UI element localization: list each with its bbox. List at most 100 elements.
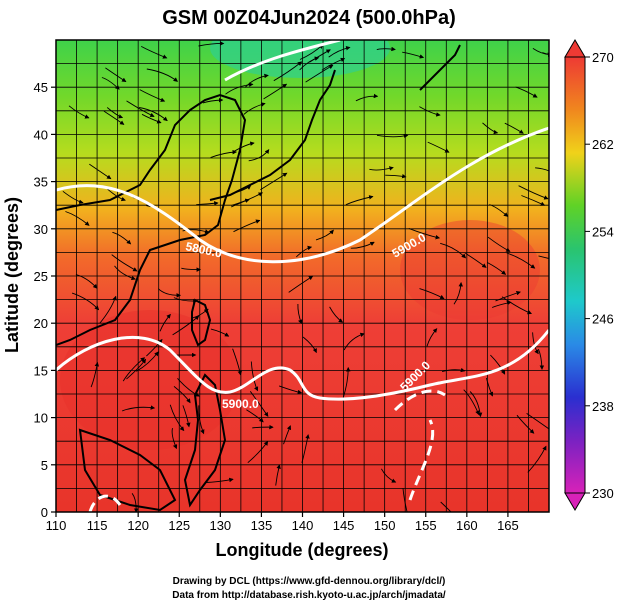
contour-label-5900-south: 5900.0 [222,397,259,411]
streamline [309,49,331,63]
streamline [181,267,202,272]
streamline [465,252,487,268]
streamline [210,149,238,159]
colorbar-top-arrow [564,39,586,58]
streamline [192,308,209,319]
y-tick-label: 40 [34,127,48,142]
map-plot-area: 5800.0 5900.0 5900.0 5900.0 [56,40,549,512]
streamline [515,86,538,98]
streamline [68,105,90,119]
streamline [101,77,120,90]
streamline [182,405,191,428]
streamline [177,378,200,397]
streamline [495,291,521,302]
streamline [427,141,450,153]
streamline [518,185,549,200]
streamline [198,41,225,47]
streamline [297,303,303,325]
streamline [225,82,254,95]
streamline [202,97,224,104]
x-tick-label: 165 [497,518,519,533]
streamline [169,404,185,432]
streamline [173,386,191,404]
streamline [89,163,112,180]
y-tick-label: 5 [41,458,48,473]
x-axis: 110 115 120 125 130 135 140 145 150 155 160 165 [46,512,519,533]
streamline [482,122,499,135]
credit-data: Data from http://database.rish.kyoto-u.a… [172,590,446,601]
x-axis-title: Longitude (degrees) [215,540,388,560]
streamline [173,297,198,304]
coastlines [56,44,461,512]
streamline [106,107,124,119]
streamline [516,414,535,434]
streamline [231,185,252,195]
streamline [171,427,178,450]
height-contours [56,40,549,512]
y-tick-label: 10 [34,411,48,426]
x-tick-label: 135 [251,518,273,533]
streamline [526,413,549,430]
y-tick-label: 25 [34,269,48,284]
streamline [233,219,261,233]
x-tick-label: 150 [374,518,396,533]
streamline [243,102,266,115]
y-tick-label: 15 [34,363,48,378]
streamline [329,306,344,323]
colorbar-tick-label: 238 [592,399,614,414]
colorbar-tick-label: 230 [592,486,614,501]
streamline [350,241,375,249]
colorbar-body [564,56,586,494]
streamline [295,245,313,258]
streamline [402,488,410,512]
streamline [198,405,205,435]
x-tick-label: 140 [292,518,314,533]
streamline [537,348,545,370]
streamline [288,275,314,293]
streamline [231,192,263,206]
streamline [205,477,234,483]
streamline [136,351,159,372]
streamline [402,51,425,59]
streamline [275,464,281,486]
streamline [232,348,242,376]
streamline [487,262,507,275]
streamline [469,391,483,418]
x-tick-label: 115 [87,518,108,533]
streamline [247,440,269,464]
streamline [328,46,351,58]
streamline [315,229,334,241]
streamline [114,265,136,281]
streamline [299,56,320,71]
streamline [355,93,379,102]
streamline [343,332,365,351]
streamline [521,195,546,206]
streamline [122,405,156,412]
x-tick-label: 130 [209,518,231,533]
streamline [532,48,549,57]
streamline [419,106,441,117]
streamline [196,201,219,206]
streamline [139,89,166,102]
x-tick-label: 145 [333,518,355,533]
streamline [385,173,407,179]
x-tick-label: 120 [127,518,149,533]
streamline [62,190,84,204]
streamline [441,367,466,373]
streamline [111,254,138,272]
y-tick-label: 45 [34,80,48,95]
streamline [302,336,317,354]
streamline [159,313,171,332]
y-tick-label: 35 [34,175,48,190]
streamline [341,366,351,401]
wind-streamlines [62,41,549,512]
streamline [105,67,127,83]
streamline [542,52,549,56]
streamline [506,252,536,269]
y-tick-label: 0 [41,505,48,520]
streamline [71,292,100,311]
y-tick-label: 30 [34,222,48,237]
streamline [139,107,168,122]
streamline [426,328,438,347]
